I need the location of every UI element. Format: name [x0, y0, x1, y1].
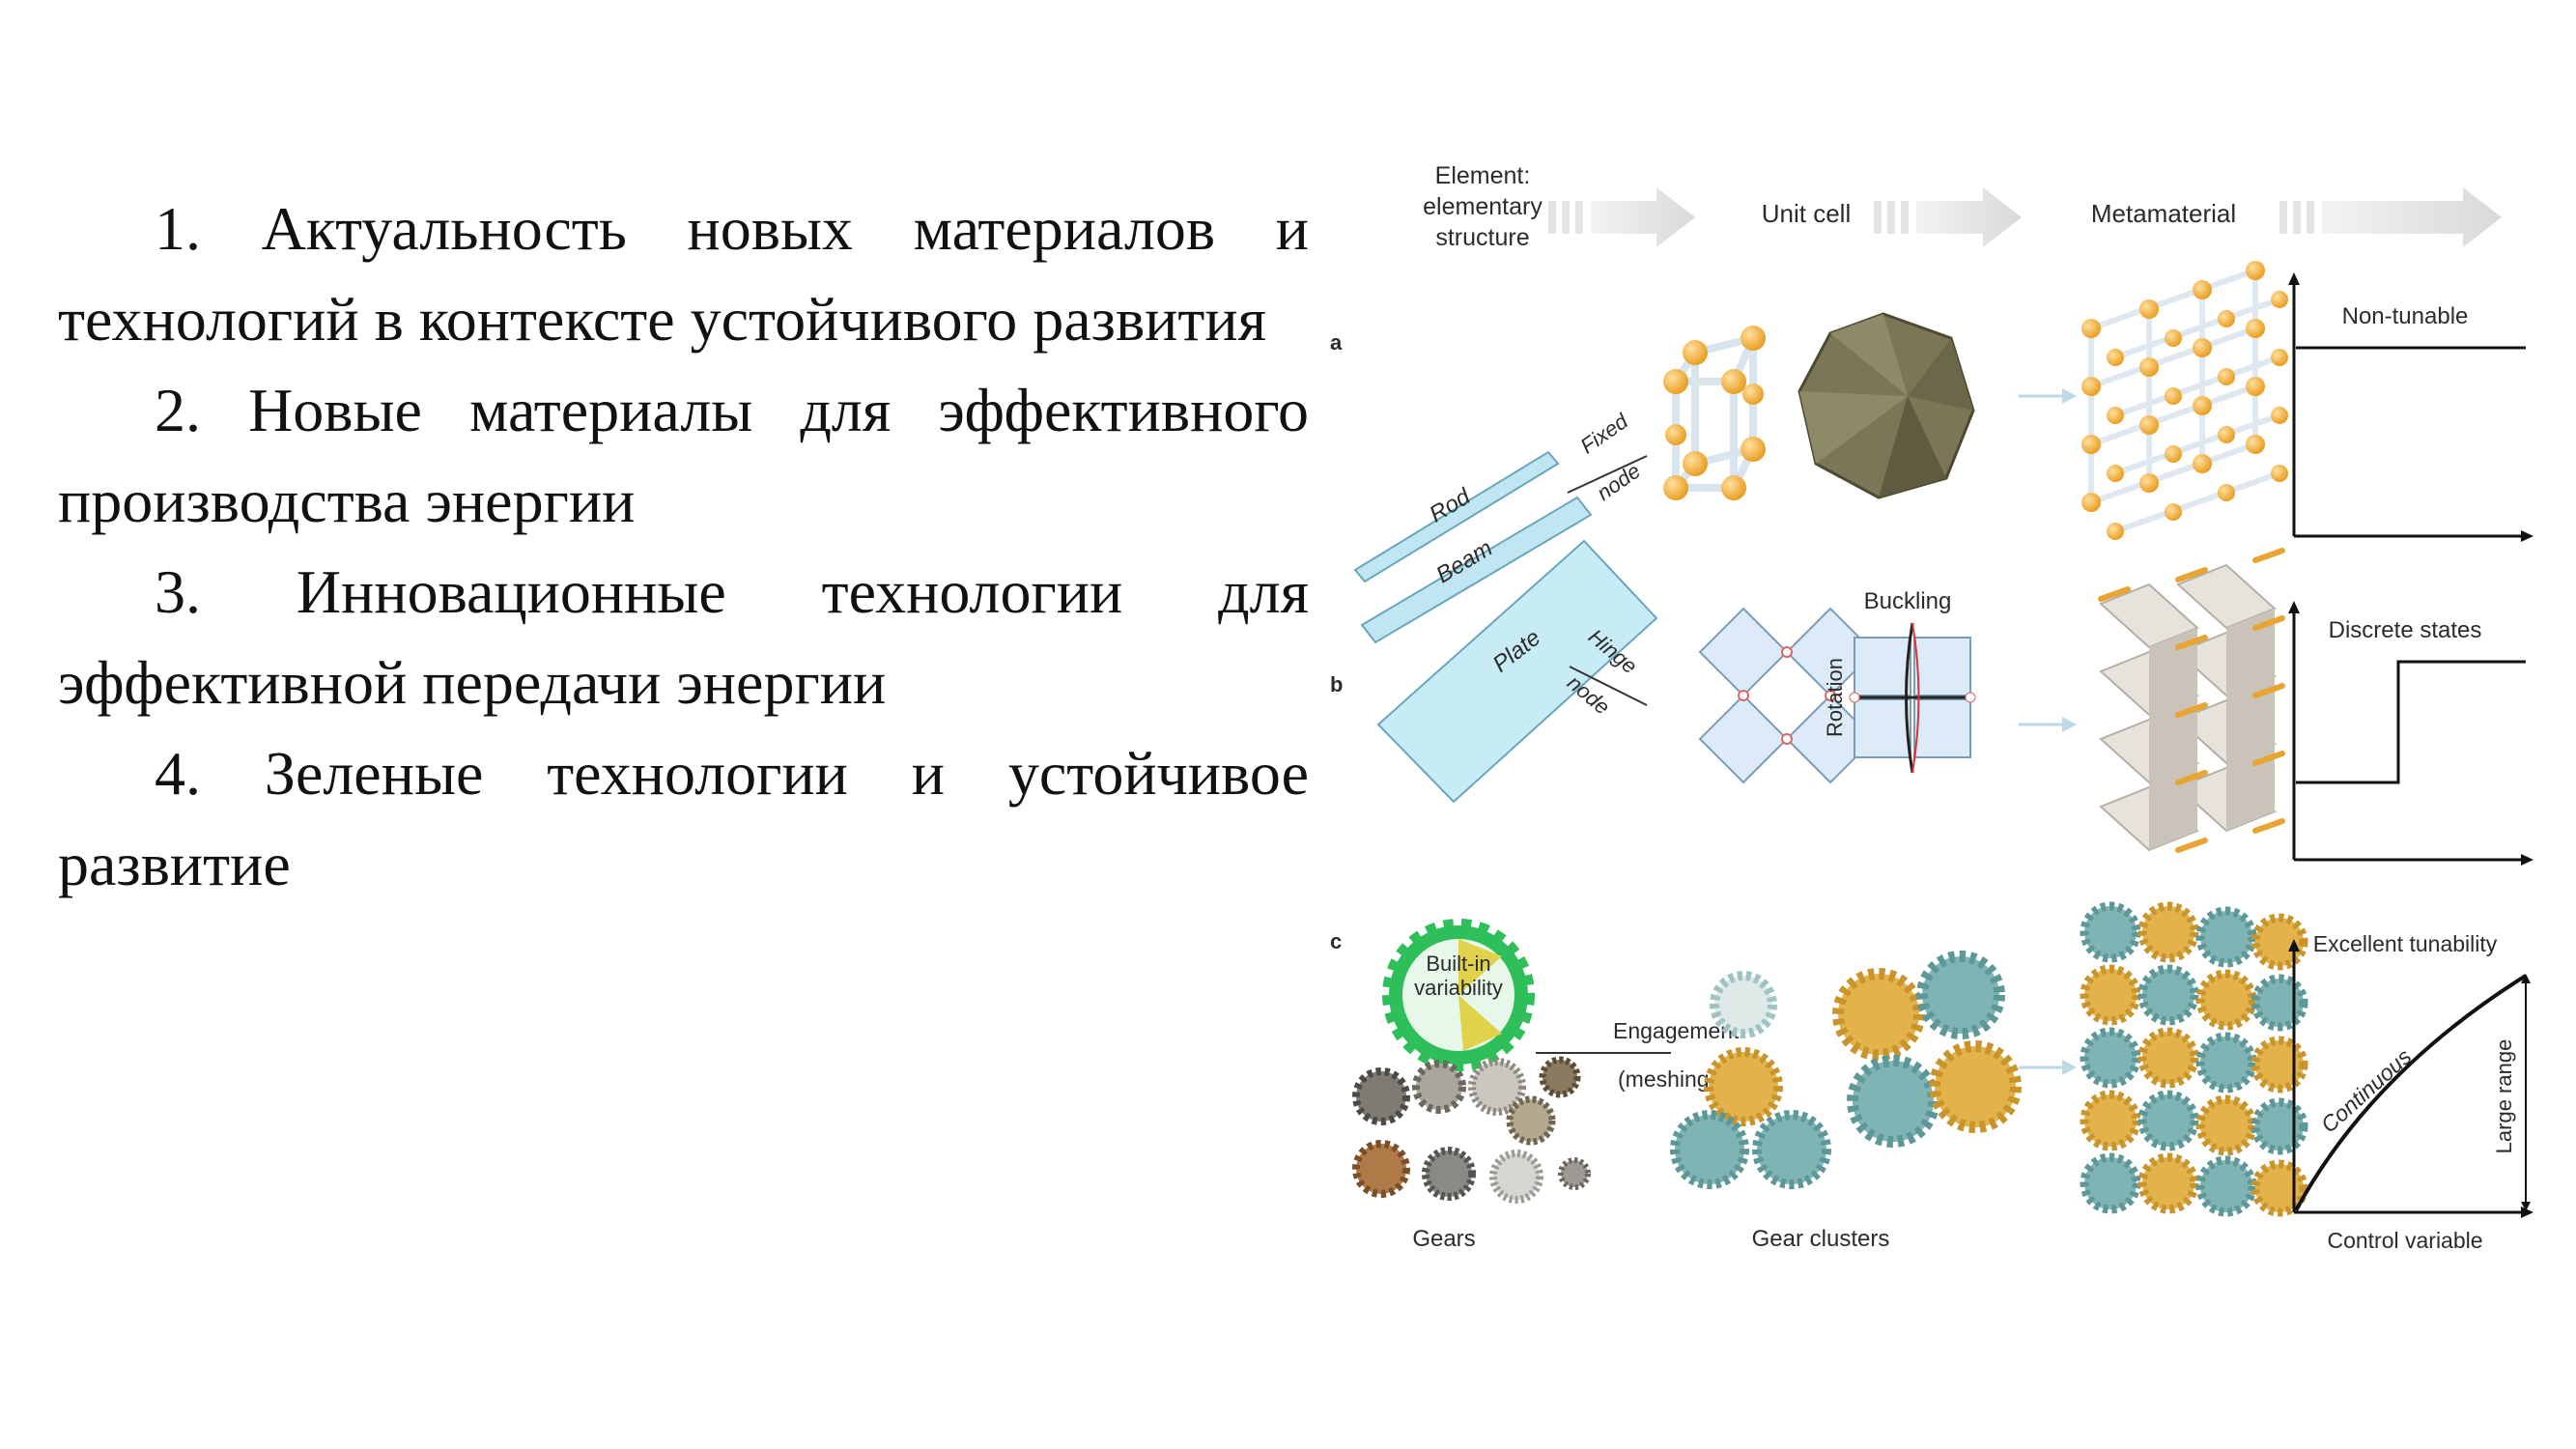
metamaterial-figure: Element: elementary structure Unit cell …: [1328, 145, 2576, 1275]
builtin-label: Built-in: [1426, 952, 1490, 976]
graph-discrete-states: Discrete states: [2288, 601, 2534, 866]
buckling-label: Buckling: [1864, 588, 1952, 614]
header-element-line2: elementary: [1423, 193, 1543, 220]
graph-non-tunable: Non-tunable: [2288, 272, 2534, 542]
rod-shape: [1353, 450, 1560, 583]
meshing-label: (meshing): [1618, 1066, 1716, 1092]
agenda-item-text: Новые материалы для эффективного произво…: [58, 376, 1310, 535]
gears-label: Gears: [1412, 1226, 1475, 1252]
flow-arrow-icon: [1874, 187, 2022, 247]
gear-metamaterial: [2080, 901, 2308, 1217]
variability-label: variability: [1414, 976, 1503, 1000]
agenda-item-1: 1. Актуальность новых материалов и техно…: [58, 184, 1309, 365]
control-variable-label: Control variable: [2327, 1228, 2482, 1253]
rotation-label: Rotation: [1823, 658, 1847, 737]
header-metamaterial: Metamaterial: [2091, 199, 2236, 228]
plate-shape: [1376, 539, 1658, 804]
row-a: Fixed node: [1567, 261, 2534, 542]
panel-letter-b: b: [1330, 672, 1343, 696]
flow-arrow-icon: [2279, 187, 2502, 247]
fixed-label: Fixed: [1575, 409, 1632, 459]
flow-arrow-icon: [1548, 187, 1695, 247]
rotating-squares-cell: [1698, 607, 1876, 784]
gear-cluster: [1670, 951, 2022, 1189]
header-element-line1: Element:: [1435, 162, 1531, 189]
agenda-list: 1. Актуальность новых материалов и техно…: [58, 184, 1309, 910]
agenda-item-4: 4. Зеленые технологии и устойчивое разви…: [58, 728, 1309, 910]
panel-letter-a: a: [1330, 330, 1343, 355]
assorted-gears: [1352, 1056, 1591, 1204]
agenda-item-text: Инновационные технологии для эффективной…: [58, 557, 1309, 717]
gear-clusters-label: Gear clusters: [1752, 1226, 1890, 1252]
header-element-line3: structure: [1435, 224, 1529, 251]
excellent-tunability-label: Excellent tunability: [2313, 931, 2498, 956]
cubic-cell-nodes: [1663, 326, 1766, 500]
row-c: Built-in variability Gears Engagement (m…: [1352, 901, 2534, 1253]
header-row: Element: elementary structure Unit cell …: [1423, 162, 2502, 251]
agenda-item-3: 3. Инновационные технологии для эффектив…: [58, 547, 1309, 728]
graph-excellent-tunability: Excellent tunability Continuous Large ra…: [2288, 931, 2534, 1253]
discrete-states-label: Discrete states: [2329, 617, 2482, 643]
agenda-item-number: 3.: [155, 557, 201, 626]
large-range-label: Large range: [2492, 1039, 2516, 1154]
agenda-item-2: 2. Новые материалы для эффективного прои…: [58, 365, 1309, 547]
buckling-cell: Buckling Rotation: [1823, 588, 1976, 774]
agenda-item-number: 4.: [155, 739, 201, 808]
non-tunable-label: Non-tunable: [2342, 303, 2469, 329]
continuous-label: Continuous: [2316, 1043, 2417, 1138]
agenda-item-text: Зеленые технологии и устойчивое развитие: [58, 739, 1310, 898]
agenda-item-number: 2.: [155, 376, 201, 444]
row-b: Hinge node Buckling Rotation: [1563, 548, 2534, 866]
header-unit-cell: Unit cell: [1762, 199, 1851, 228]
polyhedron-unit-cell: [1798, 312, 1975, 499]
fixed-node-label: node: [1592, 459, 1644, 506]
elementary-structures: Rod Beam Plate: [1353, 450, 1658, 804]
folded-plate-metamaterial: [2098, 548, 2285, 853]
panel-letter-c: c: [1330, 929, 1342, 953]
builtin-variability-gear: Built-in variability: [1382, 919, 1535, 1071]
beam-shape: [1360, 496, 1593, 644]
agenda-item-text: Актуальность новых материалов и технолог…: [58, 194, 1310, 354]
lattice-metamaterial: [2081, 261, 2288, 540]
agenda-item-number: 1.: [155, 194, 201, 263]
